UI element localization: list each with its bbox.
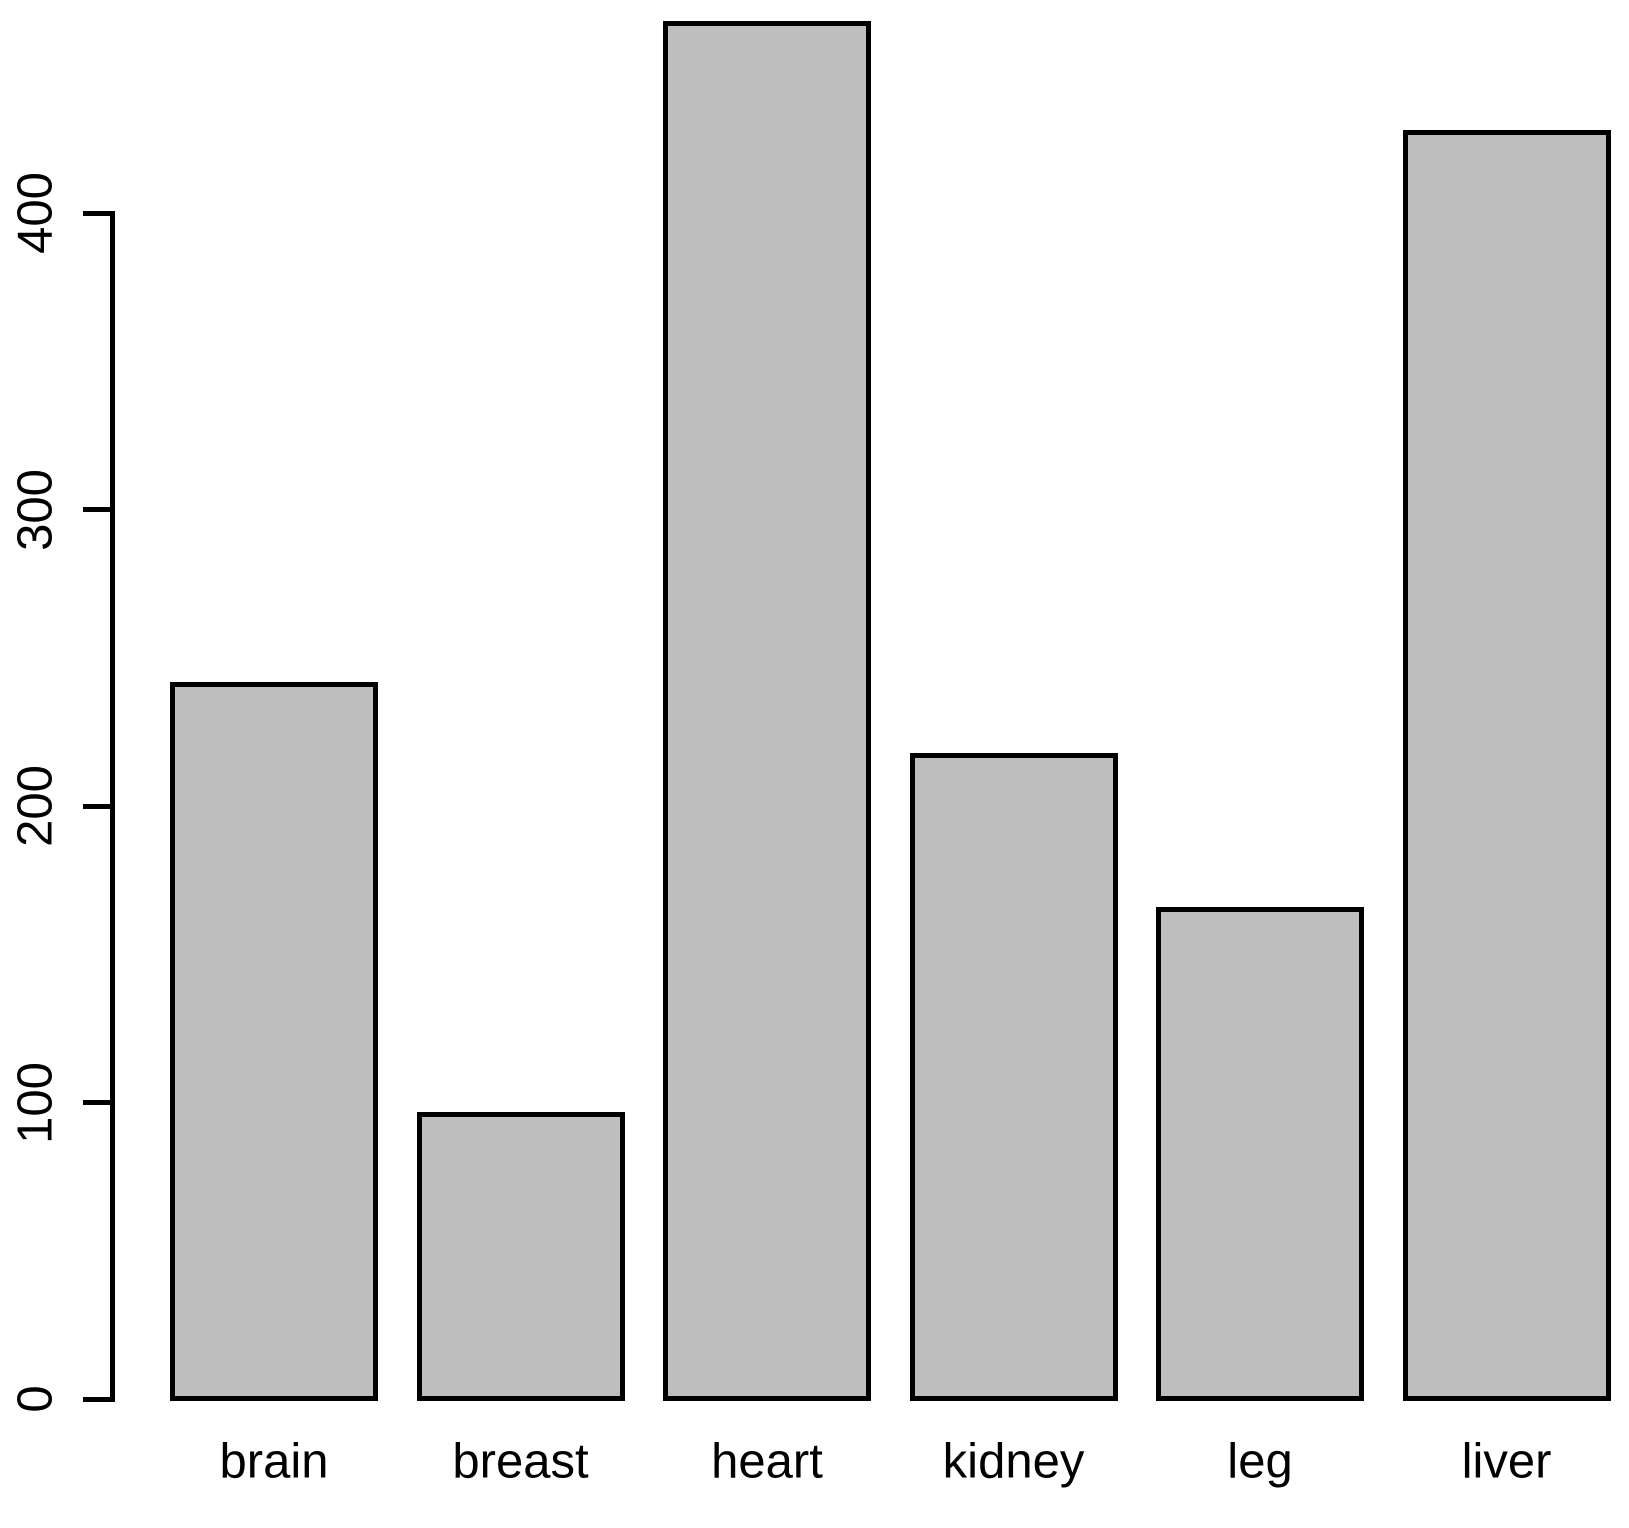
y-axis-line (109, 210, 115, 1402)
y-axis-tick-label: 0 (8, 1385, 63, 1413)
y-axis-tick-label: 300 (8, 468, 63, 551)
y-axis-tick (82, 210, 110, 216)
y-axis-tick-label: 200 (8, 765, 63, 847)
y-axis-tick (82, 803, 110, 809)
y-axis-tick-label: 400 (8, 172, 63, 254)
x-axis-label-leg: leg (1227, 1434, 1293, 1489)
y-axis-tick (82, 507, 110, 512)
bar-leg (1156, 907, 1364, 1402)
bar-heart (663, 20, 871, 1402)
x-axis-label-heart: heart (711, 1434, 823, 1489)
y-axis-tick (82, 1396, 110, 1402)
x-axis-label-brain: brain (219, 1434, 329, 1489)
bar-kidney (909, 753, 1118, 1402)
y-axis-tick-label: 100 (8, 1061, 63, 1144)
y-axis-tick (82, 1100, 110, 1105)
x-axis-label-liver: liver (1461, 1434, 1552, 1489)
x-axis-label-breast: breast (452, 1434, 589, 1489)
bar-liver (1402, 130, 1611, 1402)
bar-breast (416, 1111, 625, 1402)
x-axis-label-kidney: kidney (942, 1434, 1085, 1489)
bar-brain (170, 681, 378, 1402)
